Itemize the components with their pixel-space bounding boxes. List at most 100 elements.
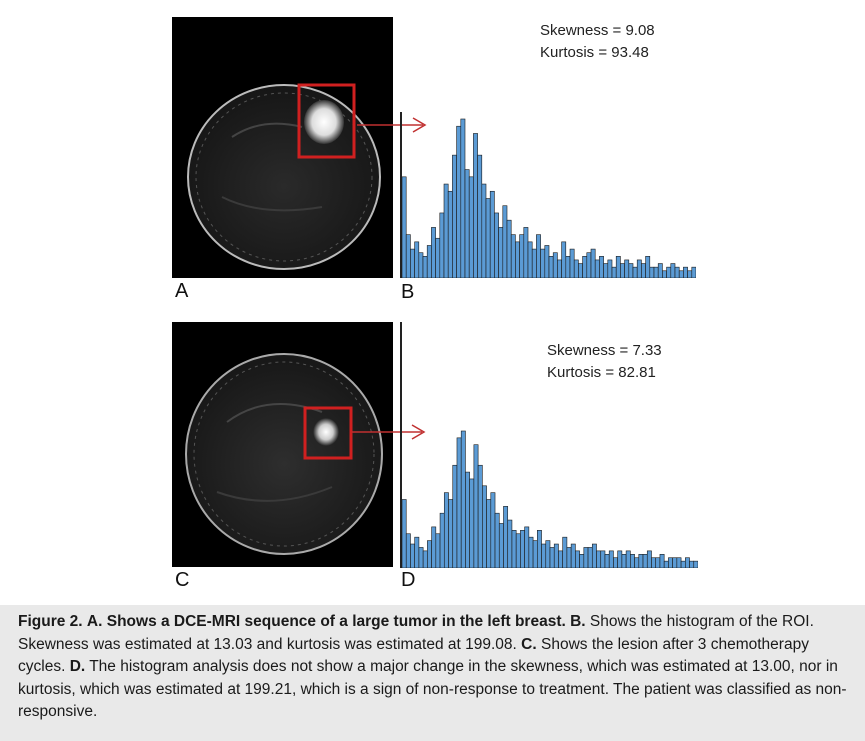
histogram-bar [646, 550, 652, 568]
histogram-bar [591, 543, 597, 568]
caption-key-b: B. [570, 613, 586, 630]
histogram-bar [544, 245, 550, 278]
tumor-lesion-a [304, 100, 344, 144]
histogram-bar [641, 263, 646, 278]
histogram-bar [506, 219, 512, 278]
histogram-bar [524, 526, 530, 568]
skewness-value-top: Skewness = 9.08 [540, 22, 655, 39]
histogram-bar [632, 266, 638, 278]
panel-label-d: D [401, 569, 416, 591]
histogram-bar [540, 248, 546, 278]
histogram-b [400, 112, 696, 278]
histogram-bar [638, 554, 644, 568]
histogram-bar [527, 241, 533, 278]
histogram-bar [663, 560, 669, 568]
mri-image-a [172, 17, 393, 278]
caption-text-a: Shows a DCE-MRI sequence of a large tumo… [106, 613, 566, 630]
histogram-bar [503, 506, 509, 568]
histogram-bar [676, 557, 682, 568]
histogram-bar [435, 533, 441, 568]
histogram-bar [473, 133, 478, 278]
histogram-bar [672, 557, 678, 568]
histogram-bar [689, 560, 695, 568]
histogram-bar [570, 543, 576, 568]
histogram-bar [678, 270, 684, 278]
histogram-bar [636, 259, 642, 278]
roi-box-a [297, 83, 356, 159]
histogram-bar [558, 550, 563, 568]
panel-label-a: A [175, 280, 189, 302]
histogram-bar [687, 270, 693, 278]
histogram-bar [600, 550, 606, 568]
histogram-bar [422, 550, 428, 568]
histogram-bar [431, 526, 437, 568]
histogram-bar [587, 547, 593, 568]
histogram-bar [468, 176, 474, 278]
histogram-bar [565, 256, 571, 278]
histogram-d [400, 322, 698, 568]
histogram-bar [628, 263, 634, 278]
histogram-bar [447, 190, 453, 278]
caption-text-c: Shows the lesion after 3 chemotherapy cy… [18, 635, 809, 676]
histogram-bar [482, 485, 487, 568]
histogram-bar [536, 234, 541, 278]
histogram-bar [481, 183, 487, 278]
histogram-bar [490, 492, 496, 568]
arrow-c-to-d [352, 424, 426, 440]
histogram-bar [439, 512, 445, 568]
histogram-bar [548, 256, 554, 278]
histogram-bar [528, 536, 534, 568]
histogram-bar [452, 154, 457, 278]
histogram-bar [456, 125, 462, 278]
histogram-bar [615, 256, 621, 278]
histogram-bar [594, 259, 600, 278]
caption-figure-label: Figure 2. [18, 613, 83, 630]
mri-slice-c [185, 353, 383, 555]
histogram-bar [498, 227, 504, 278]
skewness-value-bottom: Skewness = 7.33 [547, 342, 662, 359]
histogram-bar [566, 547, 572, 568]
histogram-bar [634, 557, 640, 568]
caption-text-d: The histogram analysis does not show a m… [18, 658, 847, 720]
histogram-bar [562, 536, 568, 568]
histogram-bar [473, 444, 479, 568]
histogram-bar [582, 256, 588, 278]
histogram-bar [456, 437, 462, 568]
histogram-bar [537, 530, 542, 568]
histogram-bar [439, 212, 445, 278]
histogram-bar [414, 536, 420, 568]
stats-bottom: Skewness = 7.33 Kurtosis = 82.81 [547, 340, 662, 384]
histogram-bar [693, 560, 698, 568]
histogram-bar [460, 118, 466, 278]
histogram-bar [532, 540, 538, 568]
histogram-bar [653, 266, 659, 278]
histogram-bar [401, 499, 407, 568]
figure-caption: Figure 2. A. Shows a DCE-MRI sequence of… [0, 605, 865, 741]
histogram-bar [575, 550, 580, 568]
histogram-bar [666, 266, 672, 278]
histogram-bar [604, 554, 610, 568]
histogram-bar [418, 252, 424, 278]
histogram-bar [552, 252, 558, 278]
histogram-bar [624, 259, 630, 278]
histogram-bar [410, 248, 415, 278]
histogram-bar [494, 512, 500, 568]
histogram-bar [489, 190, 495, 278]
histogram-bar [651, 557, 657, 568]
histogram-bar [507, 519, 513, 568]
histogram-bar [611, 266, 617, 278]
histogram-bar [427, 540, 432, 568]
histogram-bar [557, 259, 562, 278]
mri-image-c [172, 322, 393, 567]
histogram-bar [405, 533, 411, 568]
breast-contour [187, 84, 381, 270]
histogram-bar [659, 554, 665, 568]
histogram-bar [515, 533, 521, 568]
histogram-bar [460, 430, 466, 568]
histogram-bar [401, 176, 407, 278]
histogram-bar [452, 464, 458, 568]
histogram-bar [448, 499, 454, 568]
histogram-bar [645, 256, 651, 278]
histogram-bar [683, 266, 688, 278]
kurtosis-value-bottom: Kurtosis = 82.81 [547, 364, 656, 381]
